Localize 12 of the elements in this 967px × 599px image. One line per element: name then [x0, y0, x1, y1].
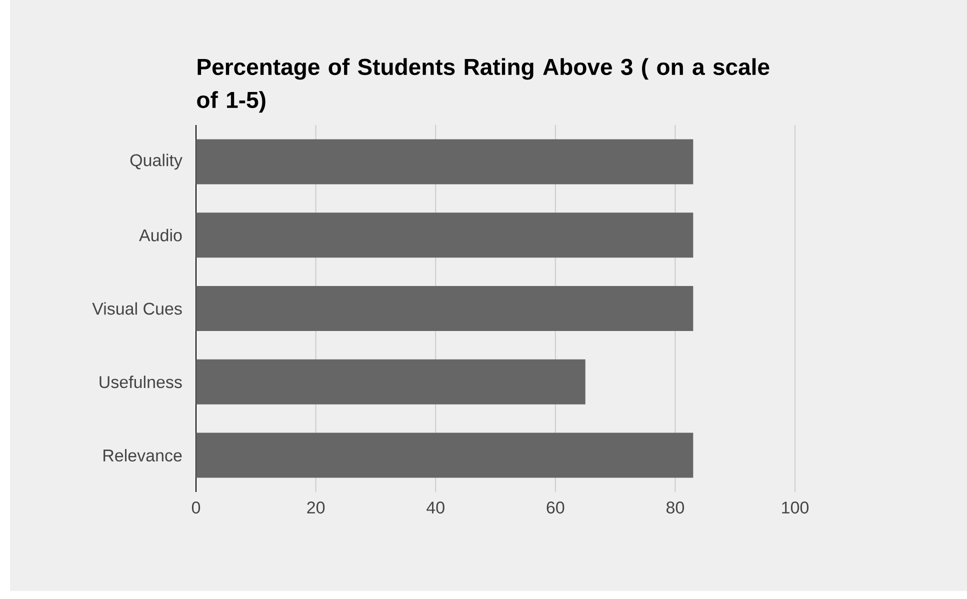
x-tick-label: 40	[426, 502, 444, 514]
x-tick-label: 20	[307, 502, 325, 514]
x-tick-label: 0	[192, 502, 200, 514]
x-tick-label: 80	[666, 502, 684, 514]
y-tick-label: Relevance	[104, 449, 182, 462]
x-tick-label: 60	[546, 502, 564, 514]
chart-title: Percentage of Students Rating Above 3 ( on a scale of 1-5)	[197, 58, 770, 113]
y-tick-label: Usefulness	[100, 376, 182, 388]
y-tick-label: Visual Cues	[92, 302, 182, 315]
x-tick-label: 100	[782, 502, 809, 514]
y-tick-label: Quality	[130, 154, 182, 170]
y-tick-label: Audio	[139, 228, 182, 242]
